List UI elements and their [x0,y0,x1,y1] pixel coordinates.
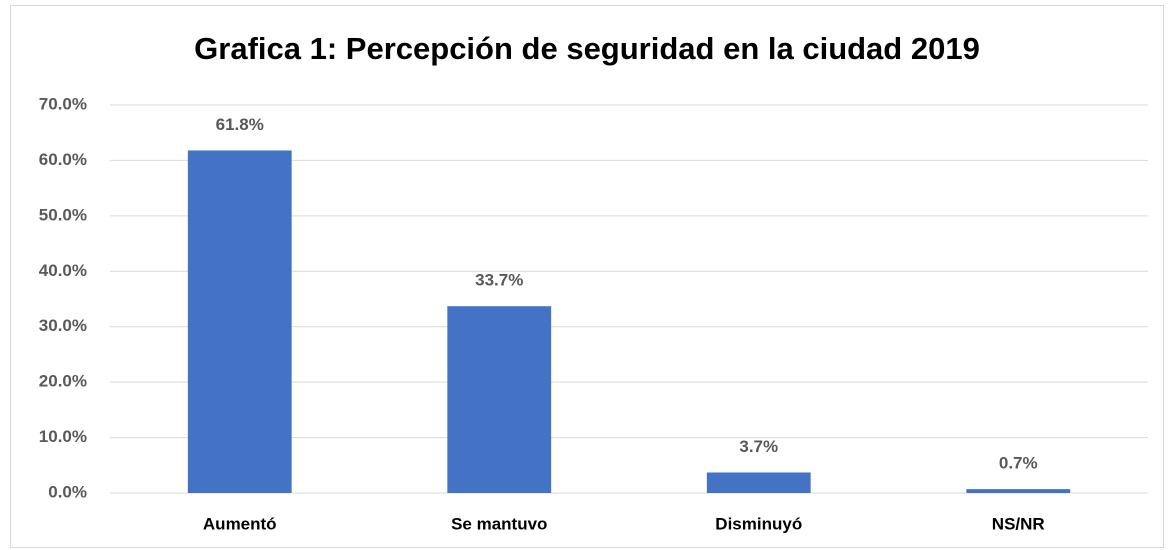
x-tick-label: NS/NR [992,514,1045,533]
y-tick-label: 40.0% [39,261,87,280]
y-tick-label: 10.0% [39,427,87,446]
bar [966,489,1071,493]
y-tick-label: 60.0% [39,150,87,169]
chart-title: Grafica 1: Percepción de seguridad en la… [194,31,980,66]
y-tick-label: 20.0% [39,372,87,391]
x-tick-label: Disminuyó [715,514,802,533]
data-label: 61.8% [216,115,264,134]
x-tick-label: Se mantuvo [451,514,547,533]
chart-border [10,5,1164,548]
bar [706,472,811,493]
data-label: 3.7% [739,437,778,456]
bar [187,150,292,494]
y-tick-label: 70.0% [39,94,87,113]
y-tick-label: 0.0% [48,482,87,501]
y-tick-label: 50.0% [39,205,87,224]
data-label: 0.7% [999,454,1038,473]
bar [447,306,552,493]
y-tick-label: 30.0% [39,316,87,335]
x-tick-label: Aumentó [203,514,277,533]
data-label: 33.7% [475,271,523,290]
